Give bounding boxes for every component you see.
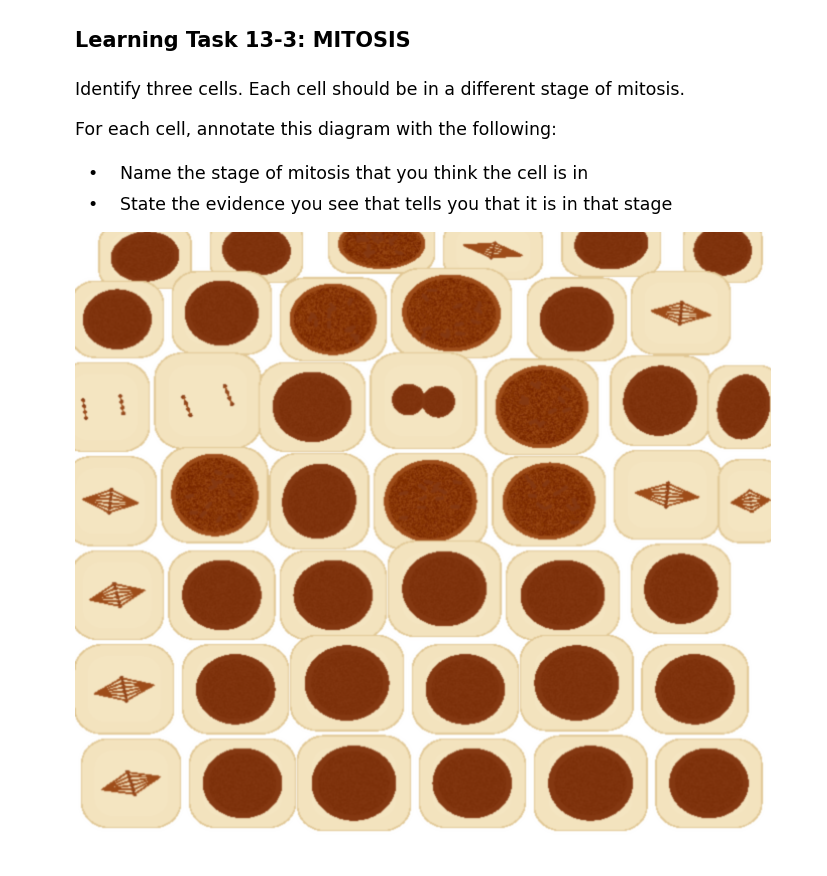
Text: For each cell, annotate this diagram with the following:: For each cell, annotate this diagram wit… xyxy=(74,121,556,139)
Text: •: • xyxy=(87,165,97,183)
Text: State the evidence you see that tells you that it is in that stage: State the evidence you see that tells yo… xyxy=(120,196,672,215)
Text: •: • xyxy=(87,196,97,215)
Text: Identify three cells. Each cell should be in a different stage of mitosis.: Identify three cells. Each cell should b… xyxy=(74,81,684,99)
Text: Name the stage of mitosis that you think the cell is in: Name the stage of mitosis that you think… xyxy=(120,165,588,183)
Text: Learning Task 13-3: MITOSIS: Learning Task 13-3: MITOSIS xyxy=(74,31,409,51)
